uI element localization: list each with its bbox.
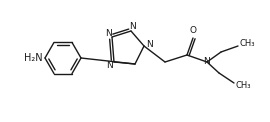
Text: CH₃: CH₃ — [240, 39, 255, 47]
Text: N: N — [204, 57, 210, 66]
Text: O: O — [190, 26, 197, 35]
Text: N: N — [146, 40, 153, 49]
Text: H₂N: H₂N — [24, 53, 43, 63]
Text: N: N — [129, 22, 136, 31]
Text: CH₃: CH₃ — [236, 81, 251, 90]
Text: N: N — [105, 29, 112, 38]
Text: N: N — [107, 61, 113, 70]
